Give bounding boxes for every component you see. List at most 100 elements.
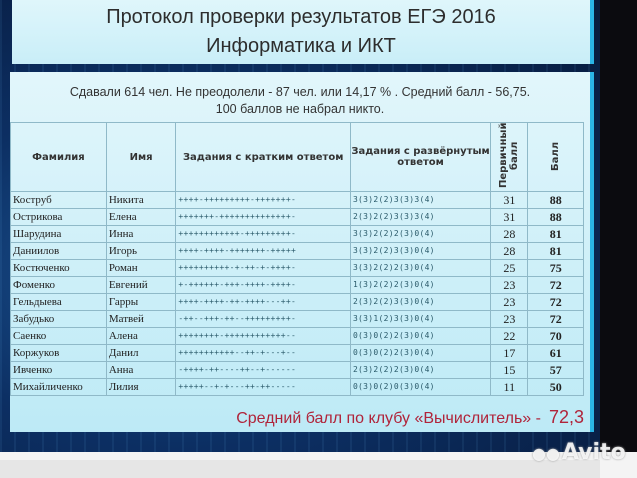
cell-primary-score: 28 (490, 225, 529, 243)
cell-short-answers: ++++++++++-+-++-+-++++- (175, 259, 351, 277)
page-title: Протокол проверки результатов ЕГЭ 2016 (106, 6, 496, 28)
cell-score: 50 (527, 378, 584, 396)
cell-short-answers: ++++++++-++++++++++++-- (175, 327, 351, 345)
table-row: Гельдыева Гарры ++++-++++-++-++++---++- 2(3… (10, 293, 584, 311)
cell-name: Алена (105, 327, 177, 345)
cell-long-answers: 1(3)2(2)2(3)0(4) (349, 276, 492, 294)
table-row: Даниилов Игорь ++++-++++-+++++++-+++++ 3(3)… (10, 242, 584, 260)
cell-score: 88 (527, 191, 584, 209)
cell-name: Евгений (105, 276, 177, 294)
table-row: Острикова Елена +++++++-++++++++++++++- 2(3… (10, 208, 584, 226)
cell-name: Лилия (105, 378, 177, 396)
cell-long-answers: 3(3)2(2)3(3)0(4) (349, 242, 492, 260)
right-border (600, 0, 637, 452)
header-primary-score: Первичный балл (490, 122, 529, 192)
cell-score: 57 (527, 361, 584, 379)
cell-score: 81 (527, 225, 584, 243)
table-row: Костюченко Роман ++++++++++-+-++-+-++++- 3(… (10, 259, 584, 277)
header-long-answers: Задания с развёрнутым ответом (349, 122, 492, 192)
results-panel: Сдавали 614 чел. Не преодолели - 87 чел.… (10, 72, 594, 432)
cell-short-answers: ++++++++++++-+++++++++- (175, 225, 351, 243)
cell-surname: Забудько (10, 310, 107, 328)
cell-surname: Даниилов (10, 242, 107, 260)
cell-surname: Михайличенко (10, 378, 107, 396)
cell-score: 81 (527, 242, 584, 260)
cell-long-answers: 0(3)0(2)2(3)0(4) (349, 327, 492, 345)
cell-long-answers: 3(3)2(2)2(3)0(4) (349, 259, 492, 277)
header-name: Имя (105, 122, 177, 192)
table-row: Шарудина Инна ++++++++++++-+++++++++- 3(3)2… (10, 225, 584, 243)
club-average: Средний балл по клубу «Вычислитель» - 72,… (236, 406, 584, 430)
table-row: Саенко Алена ++++++++-++++++++++++-- 0(3)0(… (10, 327, 584, 345)
cell-long-answers: 0(3)0(2)0(3)0(4) (349, 378, 492, 396)
cell-name: Матвей (105, 310, 177, 328)
cell-score: 61 (527, 344, 584, 362)
summary-line-1: Сдавали 614 чел. Не преодолели - 87 чел.… (69, 85, 531, 99)
results-table: Фамилия Имя Задания с кратким ответом За… (10, 122, 584, 396)
cell-primary-score: 15 (490, 361, 529, 379)
cell-score: 88 (527, 208, 584, 226)
cell-primary-score: 31 (490, 208, 529, 226)
cell-short-answers: +++++++-++++++++++++++- (175, 208, 351, 226)
page-subtitle: Информатика и ИКТ (206, 35, 396, 57)
cell-primary-score: 23 (490, 293, 529, 311)
cell-short-answers: ++++-++++-++-++++---++- (175, 293, 351, 311)
cell-surname: Саенко (10, 327, 107, 345)
cell-long-answers: 2(3)2(2)3(3)3(4) (349, 208, 492, 226)
cell-name: Никита (105, 191, 177, 209)
table-row: Забудько Матвей -++--+++-++--+++++++++- 3(3… (10, 310, 584, 328)
cell-short-answers: -++++-++----++--+------ (175, 361, 351, 379)
cell-score: 72 (527, 276, 584, 294)
cell-surname: Фоменко (10, 276, 107, 294)
cell-long-answers: 3(3)2(2)3(3)3(4) (349, 191, 492, 209)
cell-long-answers: 2(3)2(2)2(3)0(4) (349, 361, 492, 379)
header-short-answers: Задания с кратким ответом (175, 122, 351, 192)
cell-surname: Ивченко (10, 361, 107, 379)
cell-long-answers: 2(3)2(2)3(3)0(4) (349, 293, 492, 311)
table-row: Фоменко Евгений +-++++++-+++-++++-++++- 1(3… (10, 276, 584, 294)
cell-long-answers: 3(3)2(2)2(3)0(4) (349, 225, 492, 243)
cell-score: 72 (527, 310, 584, 328)
cell-name: Анна (105, 361, 177, 379)
cell-surname: Костюченко (10, 259, 107, 277)
summary: Сдавали 614 чел. Не преодолели - 87 чел.… (10, 72, 590, 118)
summary-line-2: 100 баллов не набрал никто. (215, 102, 385, 116)
cell-surname: Коструб (10, 191, 107, 209)
table-row: Коструб Никита ++++-+++++++++-+++++++- 3(3)… (10, 191, 584, 209)
club-average-value: 72,3 (548, 407, 584, 427)
cell-primary-score: 31 (490, 191, 529, 209)
table-header: Фамилия Имя Задания с кратким ответом За… (10, 122, 584, 192)
cell-primary-score: 23 (490, 276, 529, 294)
header-score: Балл (527, 122, 584, 192)
cell-surname: Шарудина (10, 225, 107, 243)
cell-surname: Гельдыева (10, 293, 107, 311)
cell-name: Игорь (105, 242, 177, 260)
cell-short-answers: +++++--+-+---++-++----- (175, 378, 351, 396)
cell-primary-score: 23 (490, 310, 529, 328)
bottom-strip (0, 452, 637, 478)
cell-long-answers: 0(3)0(2)2(3)0(4) (349, 344, 492, 362)
table-row: Михайличенко Лилия +++++--+-+---++-++-----… (10, 378, 584, 396)
cell-name: Роман (105, 259, 177, 277)
cell-name: Данил (105, 344, 177, 362)
cell-surname: Острикова (10, 208, 107, 226)
avito-logo-icon: ●● (532, 444, 560, 463)
cell-score: 72 (527, 293, 584, 311)
title-box: Протокол проверки результатов ЕГЭ 2016 И… (12, 0, 594, 64)
table-row: Ивченко Анна -++++-++----++--+------ 2(3)2(… (10, 361, 584, 379)
cell-short-answers: +-++++++-+++-++++-++++- (175, 276, 351, 294)
cell-short-answers: -++--+++-++--+++++++++- (175, 310, 351, 328)
cell-primary-score: 11 (490, 378, 529, 396)
header-surname: Фамилия (10, 122, 107, 192)
cell-primary-score: 28 (490, 242, 529, 260)
cell-primary-score: 17 (490, 344, 529, 362)
club-average-label: Средний балл по клубу «Вычислитель» - (236, 410, 541, 427)
table-row: Коржуков Данил +++++++++++--++-+---+-- 0(3)… (10, 344, 584, 362)
cell-long-answers: 3(3)1(2)3(3)0(4) (349, 310, 492, 328)
cell-name: Инна (105, 225, 177, 243)
cell-name: Гарры (105, 293, 177, 311)
cell-primary-score: 22 (490, 327, 529, 345)
avito-watermark: ●●Avito (532, 440, 626, 465)
cell-short-answers: ++++-++++-+++++++-+++++ (175, 242, 351, 260)
cell-short-answers: ++++-+++++++++-+++++++- (175, 191, 351, 209)
